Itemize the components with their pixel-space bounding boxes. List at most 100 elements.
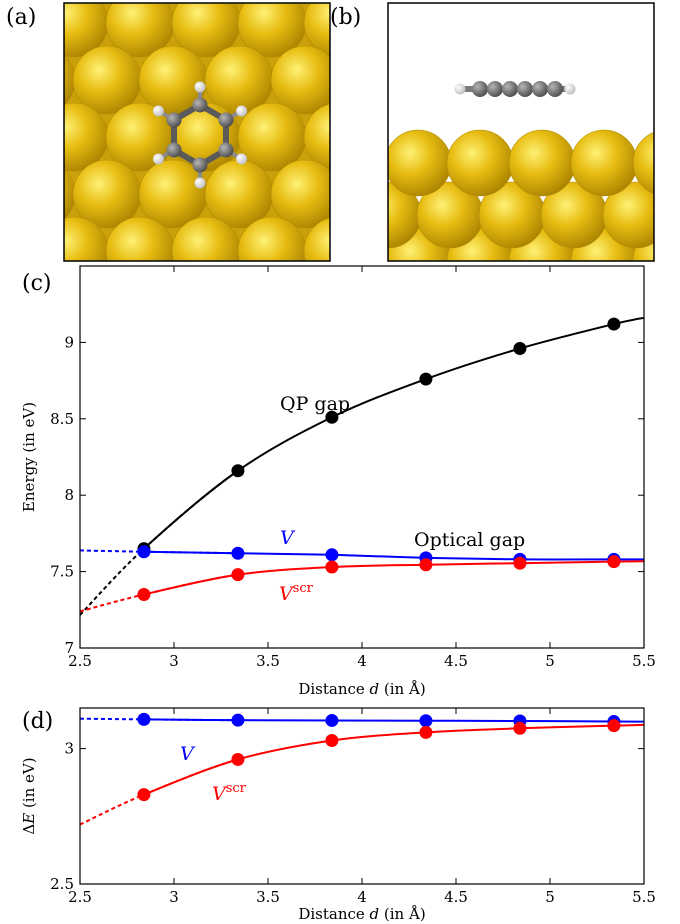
gold-atom xyxy=(370,331,438,399)
gold-atom xyxy=(40,331,108,399)
carbon-atom xyxy=(472,81,488,97)
y-tick-label: 3 xyxy=(64,740,74,758)
data-point xyxy=(137,712,151,726)
data-point xyxy=(419,558,433,572)
benzene-molecule-side xyxy=(454,81,576,97)
gold-atom xyxy=(388,129,452,197)
x-tick-label: 2.5 xyxy=(68,888,92,906)
chart-c-frame xyxy=(79,265,645,649)
panel-label-d: (d) xyxy=(22,709,53,734)
chart-c-qp-gap-label: QP gap xyxy=(280,393,350,415)
gold-atom xyxy=(204,159,274,229)
x-tick-label: 3.5 xyxy=(256,888,280,906)
series-line xyxy=(143,550,644,561)
chart-d-delta-e-vs-distance: 2.5 3 3.5 4 4.5 5 5.5 2.5 3 ΔE (in eV) Distance … xyxy=(20,707,656,923)
gold-atom xyxy=(0,331,42,399)
carbon-atom xyxy=(218,112,234,128)
gold-atom xyxy=(403,274,471,342)
x-tick-label: 4.5 xyxy=(444,888,468,906)
y-tick-label: 8.5 xyxy=(50,410,74,428)
chart-c-optical-gap-label: Optical gap xyxy=(414,529,525,551)
carbon-atom xyxy=(532,81,548,97)
data-point xyxy=(325,548,339,562)
gold-atom xyxy=(602,181,654,249)
carbon-atom xyxy=(517,81,533,97)
gold-atom xyxy=(446,129,514,197)
data-point xyxy=(513,556,527,570)
gold-atom xyxy=(303,217,330,261)
data-point xyxy=(513,342,527,356)
data-point xyxy=(325,560,339,574)
x-tick-label: 4 xyxy=(357,888,367,906)
gold-atom xyxy=(270,45,330,115)
gold-atom xyxy=(271,274,339,342)
panel-label-c: (c) xyxy=(22,271,52,296)
series-line xyxy=(143,560,645,596)
gold-surface-top xyxy=(0,3,471,399)
gold-atom xyxy=(139,274,207,342)
gold-atom xyxy=(238,331,306,399)
hydrogen-atom xyxy=(194,177,206,189)
hydrogen-atom xyxy=(454,83,466,95)
hydrogen-atom xyxy=(236,105,248,117)
chart-c-energy-vs-distance: 2.5 3 3.5 4 4.5 5 5.577.588.59 Energy (in eV) … xyxy=(20,265,656,698)
panel-label-a: (a) xyxy=(6,5,36,30)
carbon-atom xyxy=(192,97,208,113)
data-point xyxy=(607,317,621,331)
x-tick-label: 3.5 xyxy=(256,652,280,670)
gold-atom xyxy=(73,274,141,342)
data-point xyxy=(513,721,527,735)
chart-d-frame xyxy=(79,707,645,885)
gold-atom xyxy=(632,131,654,195)
gold-atom xyxy=(665,182,680,248)
gold-atom xyxy=(237,216,307,261)
data-point xyxy=(231,752,245,766)
carbon-atom xyxy=(166,112,182,128)
gold-atom xyxy=(105,216,175,261)
gold-atom xyxy=(237,102,307,172)
panel-b-side-view-image xyxy=(387,2,680,262)
x-tick-label: 4 xyxy=(357,652,367,670)
carbon-atom xyxy=(192,157,208,173)
benzene-molecule-top xyxy=(152,81,248,189)
data-point xyxy=(419,714,433,728)
data-point xyxy=(137,545,151,559)
chart-c-xlabel: Distance d (in Å) xyxy=(298,680,425,698)
data-point xyxy=(607,555,621,569)
hydrogen-atom xyxy=(194,81,206,93)
gold-atom xyxy=(508,129,576,197)
series-line xyxy=(143,316,645,550)
series-line-dashed xyxy=(79,469,239,616)
carbon-atom xyxy=(502,81,518,97)
gold-atom xyxy=(0,103,42,171)
data-point xyxy=(325,733,339,747)
y-tick-label: 9 xyxy=(64,333,74,351)
x-tick-label: 5.5 xyxy=(632,888,656,906)
y-tick-label: 8 xyxy=(64,486,74,504)
chart-c-ylabel: Energy (in eV) xyxy=(20,402,38,512)
hydrogen-atom xyxy=(152,105,164,117)
chart-d-xlabel: Distance d (in Å) xyxy=(298,905,425,923)
gold-atom xyxy=(172,331,240,399)
gold-atom xyxy=(72,45,142,115)
hydrogen-atom xyxy=(152,153,164,165)
data-point xyxy=(419,372,433,386)
panel-a-top-view-image xyxy=(0,2,471,399)
gold-atom xyxy=(171,216,241,261)
gold-atom xyxy=(72,159,142,229)
gold-atom xyxy=(570,129,638,197)
x-tick-label: 2.5 xyxy=(68,652,92,670)
chart-d-v-label: V xyxy=(180,743,196,765)
carbon-atom xyxy=(547,81,563,97)
data-point xyxy=(137,588,151,602)
gold-atom xyxy=(303,103,330,171)
data-point xyxy=(231,464,245,478)
series-line-dashed xyxy=(79,573,239,613)
chart-c-vscr-label: Vscr xyxy=(279,581,314,605)
gold-surface-side xyxy=(388,129,680,261)
gold-atom xyxy=(388,251,390,261)
data-point xyxy=(137,788,151,802)
x-tick-label: 4.5 xyxy=(444,652,468,670)
gold-atom xyxy=(270,159,330,229)
gold-atom xyxy=(205,274,273,342)
